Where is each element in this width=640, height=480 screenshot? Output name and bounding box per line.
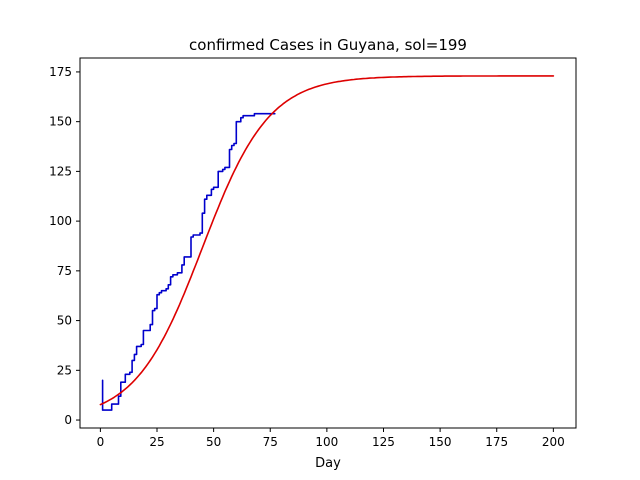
y-tick-label: 175 — [49, 65, 72, 79]
plot-area — [79, 57, 577, 429]
y-tick-label: 100 — [49, 214, 72, 228]
x-tick-label: 175 — [485, 435, 508, 449]
y-axis: 0 25 50 75 100 125 150 175 — [49, 65, 80, 427]
axes-frame — [79, 57, 577, 429]
x-tick-label: 125 — [372, 435, 395, 449]
x-tick-label: 75 — [263, 435, 278, 449]
chart-title: confirmed Cases in Guyana, sol=199 — [189, 36, 467, 54]
y-tick-label: 125 — [49, 164, 72, 178]
x-axis-label: Day — [315, 456, 341, 471]
series-layer — [99, 75, 555, 411]
x-tick-label: 0 — [97, 435, 105, 449]
x-tick-label: 50 — [206, 435, 221, 449]
y-tick-label: 0 — [64, 413, 72, 427]
x-tick-label: 25 — [149, 435, 164, 449]
y-tick-label: 75 — [57, 264, 72, 278]
x-tick-label: 150 — [429, 435, 452, 449]
y-tick-label: 25 — [57, 363, 72, 377]
y-tick-label: 50 — [57, 314, 72, 328]
y-tick-label: 150 — [49, 115, 72, 129]
x-tick-label: 200 — [542, 435, 565, 449]
series-line-confirmed — [101, 112, 276, 411]
x-tick-label: 100 — [315, 435, 338, 449]
x-axis: 0 25 50 75 100 125 150 175 200 — [97, 428, 565, 449]
series-line-fit — [99, 75, 555, 406]
